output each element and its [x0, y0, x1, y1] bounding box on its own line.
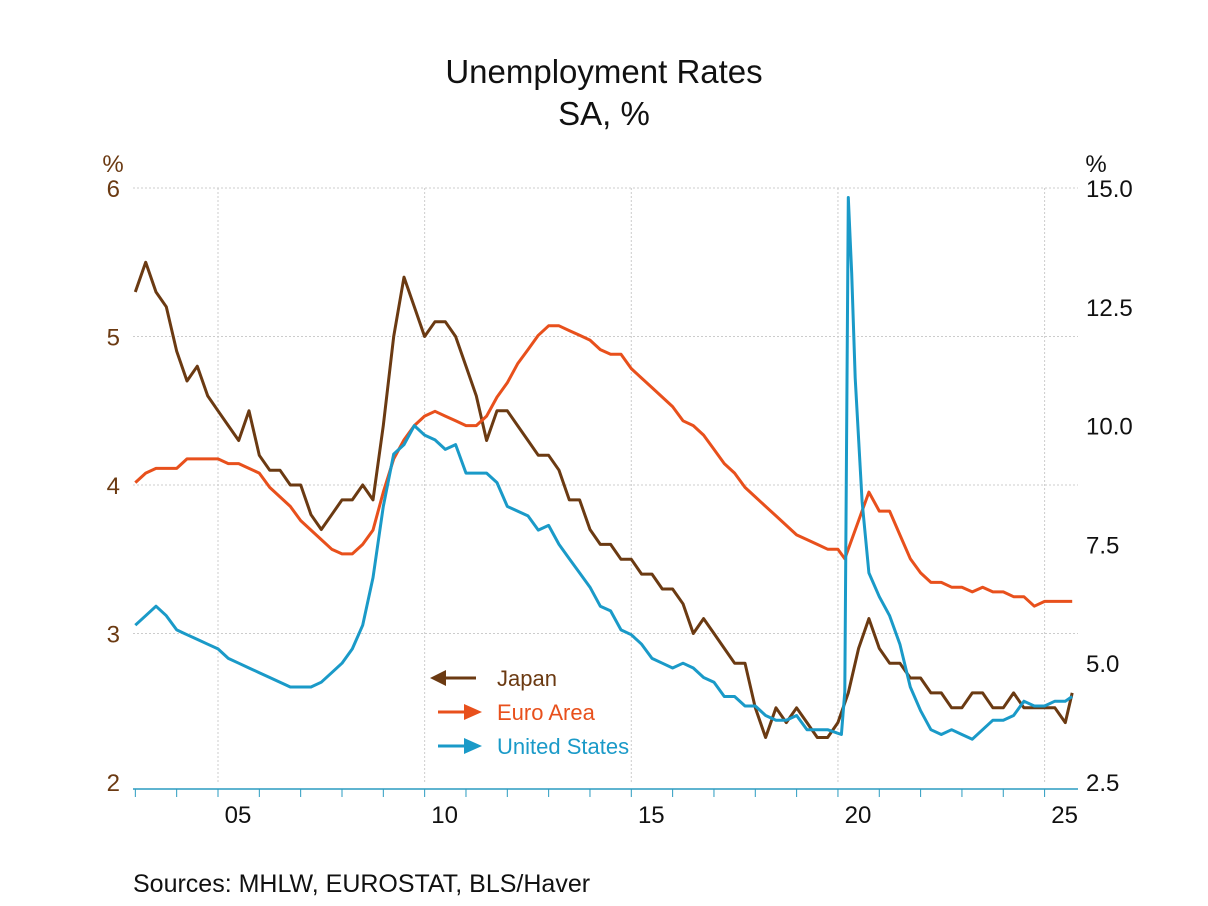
x-tick-label: 25: [1051, 802, 1078, 829]
legend-item: United States: [438, 734, 629, 759]
left-tick-label: 2: [107, 770, 120, 797]
right-tick-label: 5.0: [1086, 651, 1119, 678]
left-tick-label: 4: [107, 473, 120, 500]
right-tick-label: 10.0: [1086, 414, 1133, 441]
arrow-right-icon: [464, 704, 482, 720]
series-line-euro-area: [134, 324, 1073, 608]
legend-label: United States: [497, 734, 629, 759]
left-tick-label: 6: [107, 176, 120, 203]
right-tick-label: 15.0: [1086, 176, 1133, 203]
legend-item: Japan: [430, 666, 557, 691]
chart-subtitle: SA, %: [558, 95, 650, 132]
arrow-right-icon: [464, 738, 482, 754]
series-line-japan: [133, 260, 1074, 739]
legend-item: Euro Area: [438, 700, 596, 725]
right-tick-label: 12.5: [1086, 295, 1133, 322]
arrow-left-icon: [430, 670, 446, 686]
left-axis-unit: %: [102, 151, 123, 178]
left-tick-label: 5: [107, 325, 120, 352]
right-tick-label: 2.5: [1086, 770, 1119, 797]
series-line-united-states: [134, 196, 1074, 741]
left-tick-label: 3: [107, 622, 120, 649]
x-tick-label: 20: [845, 802, 872, 829]
right-tick-label: 7.5: [1086, 532, 1119, 559]
chart-title: Unemployment Rates: [445, 53, 763, 90]
x-tick-label: 10: [431, 802, 458, 829]
x-tick-label: 15: [638, 802, 665, 829]
source-note: Sources: MHLW, EUROSTAT, BLS/Haver: [133, 870, 591, 898]
right-axis-unit: %: [1085, 151, 1106, 178]
legend-label: Euro Area: [497, 700, 596, 725]
legend-label: Japan: [497, 666, 557, 691]
x-tick-label: 05: [225, 802, 252, 829]
